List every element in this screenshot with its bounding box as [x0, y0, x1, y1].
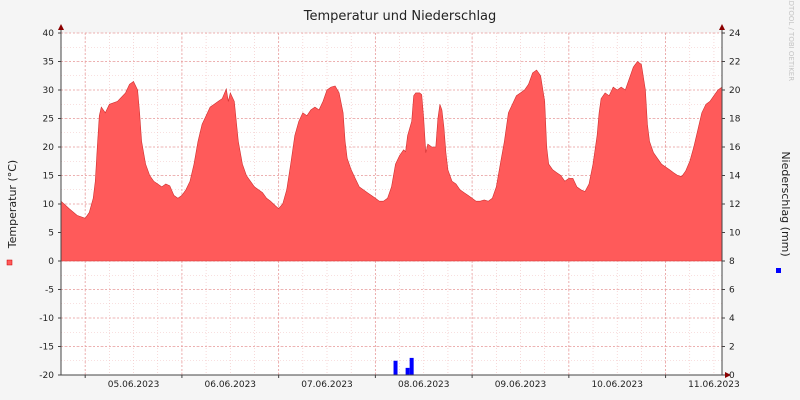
y-tick-label-right: 24 [729, 29, 741, 39]
y-tick-label-right: 18 [729, 115, 741, 125]
x-tick-label: 07.06.2023 [301, 380, 353, 390]
y-tick-label-left: 5 [48, 229, 54, 239]
y-tick-label-right: 6 [729, 286, 735, 296]
y-tick-label-right: 20 [729, 86, 741, 96]
y-tick-label-right: 22 [729, 58, 740, 68]
y-tick-label-left: 25 [43, 115, 54, 125]
y-tick-label-right: 0 [729, 371, 735, 381]
y-tick-label-left: 0 [48, 257, 54, 267]
x-tick-label: 08.06.2023 [398, 380, 450, 390]
x-tick-label: 05.06.2023 [108, 380, 160, 390]
legend-marker-niederschlag [776, 268, 781, 273]
y-axis-left-arrow [58, 24, 64, 30]
x-axis-arrow [725, 372, 731, 378]
precipitation-bar [409, 357, 414, 375]
y-tick-label-right: 14 [729, 172, 741, 182]
y-tick-label-left: 40 [43, 29, 55, 39]
y-tick-label-left: 20 [43, 143, 55, 153]
y-tick-label-left: 10 [43, 200, 55, 210]
temperature-area [60, 61, 723, 262]
x-tick-label: 06.06.2023 [205, 380, 257, 390]
y-tick-label-left: -15 [39, 343, 54, 353]
y-tick-label-left: -10 [39, 314, 54, 324]
y-tick-label-right: 16 [729, 143, 741, 153]
y-tick-label-right: 8 [729, 257, 735, 267]
watermark: RRDTOOL / TOBI OETIKER [787, 0, 795, 81]
y-tick-label-left: 30 [43, 86, 55, 96]
y-tick-label-left: 15 [43, 172, 54, 182]
precipitation-bar [405, 367, 410, 375]
y-axis-label-right: Niederschlag (mm) [779, 151, 792, 256]
y-tick-label-left: 35 [43, 58, 54, 68]
y-axis-right-arrow [719, 24, 725, 30]
y-tick-label-right: 12 [729, 200, 740, 210]
y-axis-label-left: Temperatur (°C) [6, 160, 19, 249]
precipitation-bar [393, 360, 398, 375]
x-tick-label: 09.06.2023 [495, 380, 547, 390]
y-tick-label-right: 4 [729, 314, 735, 324]
y-tick-label-right: 2 [729, 343, 735, 353]
x-tick-label: 10.06.2023 [591, 380, 643, 390]
y-tick-label-left: -20 [39, 371, 54, 381]
legend-marker-temperatur [6, 259, 13, 266]
chart-title: Temperatur und Niederschlag [303, 9, 497, 24]
y-tick-label-right: 10 [729, 229, 741, 239]
x-tick-label: 11.06.2023 [688, 380, 740, 390]
y-tick-label-left: -5 [45, 286, 54, 296]
